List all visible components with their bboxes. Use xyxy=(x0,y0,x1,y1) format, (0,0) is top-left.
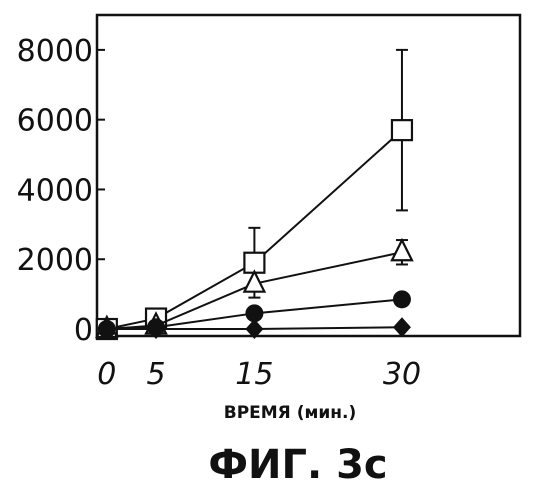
y-tick-label: 4000 xyxy=(17,173,93,208)
y-tick-label: 6000 xyxy=(17,104,93,139)
y-tick-label: 2000 xyxy=(17,243,93,278)
x-tick-label: 30 xyxy=(383,357,421,392)
plot-frame xyxy=(97,15,520,336)
y-tick-label: 0 xyxy=(74,313,93,348)
y-tick-label: 8000 xyxy=(17,34,93,69)
series-square-open xyxy=(97,50,412,339)
x-axis-ticks: 05 15 30 xyxy=(97,357,421,392)
y-axis-ticks: 0 2000 4000 6000 8000 xyxy=(17,34,105,348)
marker-diamond xyxy=(393,317,411,337)
figure-caption: ФИГ. 3с xyxy=(208,442,387,488)
x-tick-label: 5 xyxy=(146,357,165,392)
series-layer xyxy=(97,50,412,339)
x-tick-label: 0 xyxy=(97,357,116,392)
marker-triangle xyxy=(392,240,412,260)
marker-circle xyxy=(393,290,411,308)
x-tick-label: 15 xyxy=(235,357,273,392)
x-axis-title: ВРЕМЯ (мин.) xyxy=(224,403,357,423)
marker-square xyxy=(392,120,412,140)
